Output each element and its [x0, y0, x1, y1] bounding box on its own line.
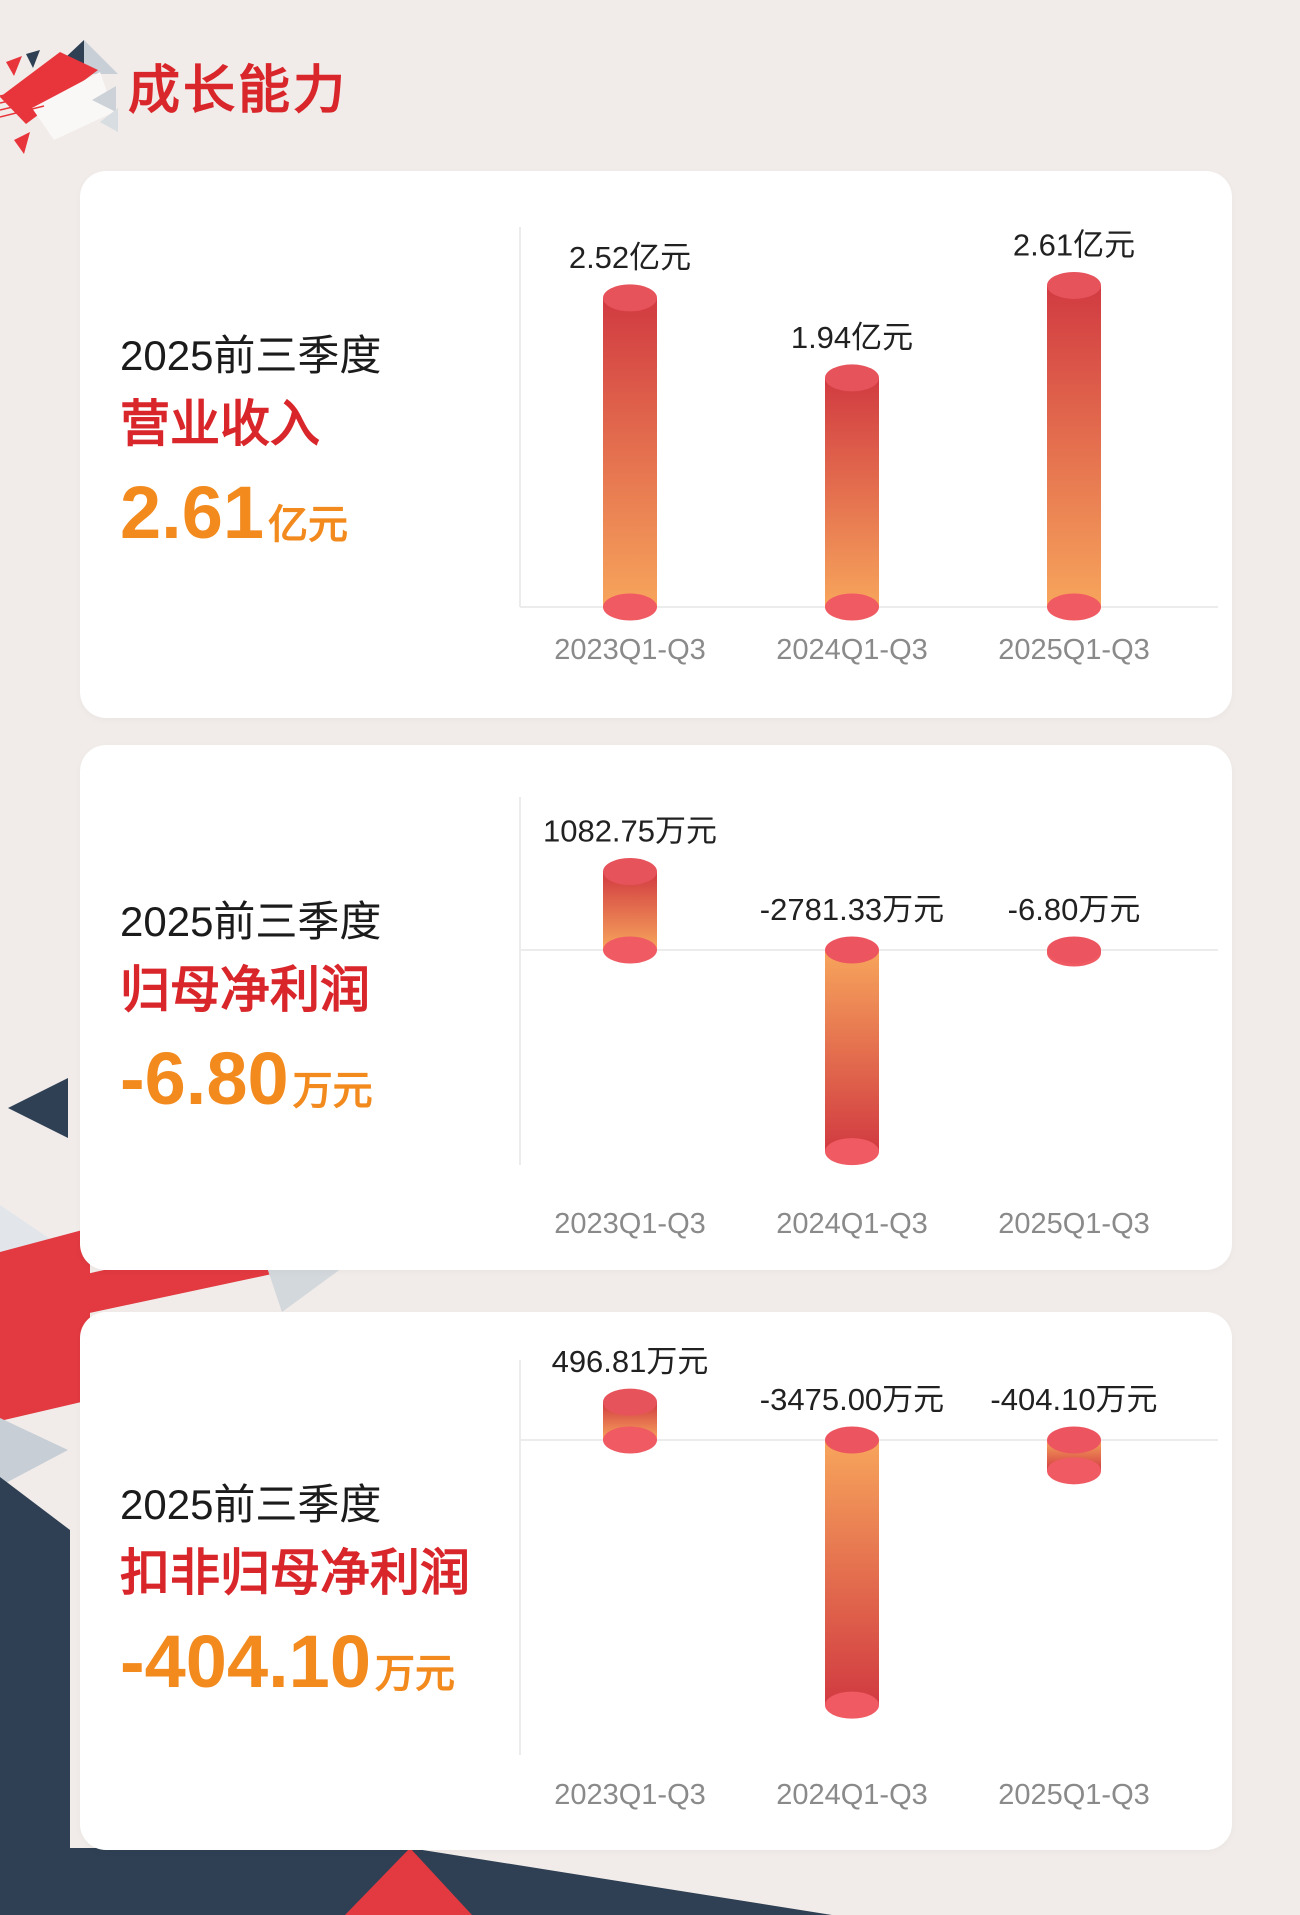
- bar-cylinder: [825, 936, 879, 1166]
- bar-cylinder: [603, 858, 657, 964]
- bar-cylinder: [603, 284, 657, 621]
- card-deducted-net-profit: 2025前三季度 扣非归母净利润 -404.10 万元 496.81万元 2023Q…: [80, 1312, 1232, 1850]
- bar-chart-revenue: 2.52亿元 2023Q1-Q3 1.94亿元 2024Q1-Q3 2.61亿元 2025…: [519, 227, 1218, 666]
- category-label: 2024Q1-Q3: [776, 1208, 928, 1240]
- period-label: 2025前三季度: [120, 332, 382, 379]
- page-title: 成长能力: [128, 62, 349, 120]
- metric-value: -404.10 万元: [120, 1624, 510, 1700]
- metric-label: 营业收入: [120, 396, 320, 452]
- card-revenue: 2025前三季度 营业收入 2.61 亿元 2.52亿元 2023Q1-Q3 1.94…: [80, 171, 1232, 718]
- period-label: 2025前三季度: [120, 898, 382, 945]
- net-profit-text-block: 2025前三季度 归母净利润 -6.80 万元: [120, 897, 510, 1117]
- bar-value-label: 2.52亿元: [569, 240, 691, 275]
- metric-label: 扣非归母净利润: [120, 1545, 470, 1601]
- period-label: 2025前三季度: [120, 1481, 382, 1528]
- category-label: 2024Q1-Q3: [776, 634, 928, 666]
- metric-value-unit: 万元: [292, 1069, 373, 1113]
- bar-cylinder: [825, 1426, 879, 1719]
- bar-value-label: -6.80万元: [1008, 892, 1141, 927]
- metric-value: 2.61 亿元: [120, 475, 510, 551]
- category-label: 2023Q1-Q3: [554, 634, 706, 666]
- category-label: 2023Q1-Q3: [554, 1779, 706, 1811]
- bar-cylinder: [1047, 1426, 1101, 1485]
- bar-chart-net-profit: 1082.75万元 2023Q1-Q3 -2781.33万元 2024Q1-Q3 -6.…: [519, 797, 1218, 1240]
- bar-value-label: 1.94亿元: [791, 320, 913, 355]
- metric-value: -6.80 万元: [120, 1041, 510, 1117]
- category-label: 2025Q1-Q3: [998, 634, 1150, 666]
- bar-cylinder: [1047, 271, 1101, 621]
- deducted-net-profit-text-block: 2025前三季度 扣非归母净利润 -404.10 万元: [120, 1480, 510, 1700]
- category-label: 2023Q1-Q3: [554, 1208, 706, 1240]
- bar-value-label: -404.10万元: [990, 1382, 1157, 1417]
- bar-value-label: 2.61亿元: [1013, 227, 1135, 262]
- bar-value-label: 1082.75万元: [543, 814, 717, 849]
- bar-value-label: -3475.00万元: [760, 1382, 944, 1417]
- bar-chart-deducted-net-profit: 496.81万元 2023Q1-Q3 -3475.00万元 2024Q1-Q3 -404…: [519, 1344, 1218, 1811]
- revenue-text-block: 2025前三季度 营业收入 2.61 亿元: [120, 331, 510, 551]
- category-label: 2025Q1-Q3: [998, 1208, 1150, 1240]
- bar-value-label: -2781.33万元: [760, 892, 944, 927]
- bar-value-label: 496.81万元: [552, 1344, 709, 1379]
- metric-value-number: -404.10: [120, 1620, 371, 1703]
- card-net-profit: 2025前三季度 归母净利润 -6.80 万元 1082.75万元 2023Q1-Q…: [80, 745, 1232, 1270]
- category-label: 2025Q1-Q3: [998, 1779, 1150, 1811]
- bar-cylinder: [603, 1388, 657, 1454]
- metric-value-unit: 万元: [374, 1652, 455, 1696]
- metric-value-unit: 亿元: [268, 503, 349, 547]
- category-label: 2024Q1-Q3: [776, 1779, 928, 1811]
- metric-label: 归母净利润: [120, 962, 370, 1018]
- bar-cylinder: [825, 364, 879, 621]
- metric-value-number: -6.80: [120, 1037, 289, 1120]
- logo-triangles-icon: [0, 40, 118, 154]
- metric-value-number: 2.61: [120, 471, 265, 554]
- bar-cylinder: [1047, 936, 1101, 967]
